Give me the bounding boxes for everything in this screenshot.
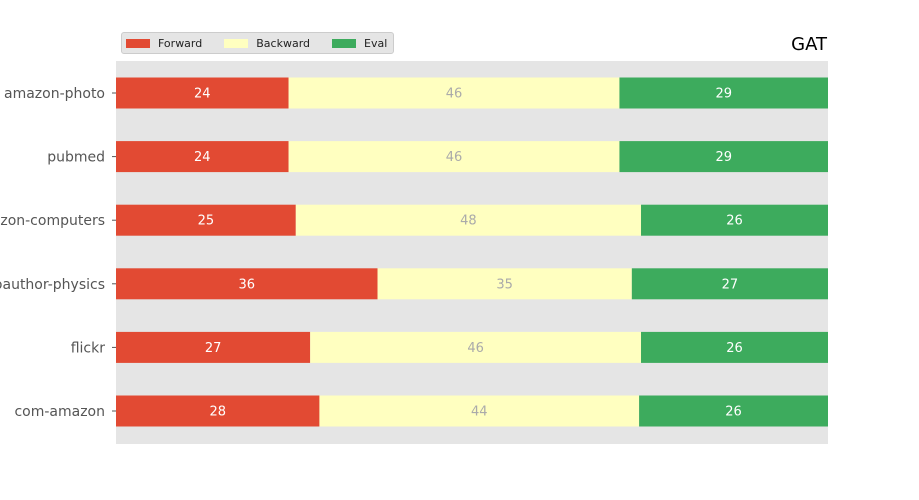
data-label-eval-flickr: 26 (726, 341, 743, 356)
bar-forward-amazon-photo (116, 77, 289, 109)
data-label-eval-com-amazon: 26 (725, 405, 742, 420)
data-label-eval-amazon-photo: 29 (715, 87, 732, 102)
y-tick-label-flickr: flickr (71, 340, 106, 356)
data-label-backward-coauthor-physics: 35 (496, 277, 513, 292)
data-label-forward-amazon-computers: 25 (198, 214, 215, 229)
bar-backward-flickr (310, 331, 642, 363)
bar-backward-coauthor-physics (377, 268, 632, 300)
y-tick-label-amazon-photo: amazon-photo (4, 86, 105, 102)
data-label-forward-amazon-photo: 24 (194, 87, 211, 102)
bar-backward-amazon-computers (295, 204, 642, 236)
y-tick-label-coauthor-physics: oauthor-physics (0, 277, 105, 293)
bar-forward-coauthor-physics (116, 268, 378, 300)
bar-backward-com-amazon (319, 395, 640, 427)
legend-item-eval: Eval (332, 37, 387, 50)
data-label-backward-amazon-computers: 48 (460, 214, 477, 229)
data-label-forward-pubmed: 24 (194, 150, 211, 165)
data-label-forward-com-amazon: 28 (209, 405, 226, 420)
bar-eval-amazon-photo (619, 77, 828, 109)
legend-swatch-forward (126, 38, 150, 48)
bar-eval-coauthor-physics (631, 268, 828, 300)
bar-eval-amazon-computers (641, 204, 828, 236)
bar-forward-com-amazon (116, 395, 320, 427)
bar-forward-amazon-computers (116, 204, 296, 236)
y-tick-label-pubmed: pubmed (47, 150, 105, 166)
bar-backward-amazon-photo (288, 77, 620, 109)
chart-legend: Forward Backward Eval (121, 32, 395, 54)
bar-forward-flickr (116, 331, 311, 363)
data-label-forward-flickr: 27 (205, 341, 222, 356)
bar-forward-pubmed (116, 141, 289, 173)
bar-backward-pubmed (288, 141, 620, 173)
bar-eval-pubmed (619, 141, 828, 173)
legend-label-backward: Backward (256, 36, 311, 50)
data-label-backward-pubmed: 46 (446, 150, 463, 165)
legend-swatch-eval (332, 38, 357, 48)
legend-label-forward: Forward (158, 36, 203, 50)
data-label-backward-amazon-photo: 46 (446, 87, 463, 102)
data-label-forward-coauthor-physics: 36 (239, 277, 256, 292)
plot-area (116, 61, 828, 444)
legend-item-backward: Backward (224, 37, 310, 50)
legend-swatch-backward (224, 38, 249, 48)
y-tick-label-amazon-computers: azon-computers (0, 213, 105, 229)
data-label-eval-pubmed: 29 (715, 150, 732, 165)
chart-title: GAT (791, 34, 827, 55)
data-label-eval-coauthor-physics: 27 (722, 277, 739, 292)
bar-eval-flickr (641, 331, 828, 363)
data-label-backward-com-amazon: 44 (471, 405, 488, 420)
data-label-eval-amazon-computers: 26 (726, 214, 743, 229)
y-tick-label-com-amazon: com-amazon (14, 404, 105, 420)
bar-eval-com-amazon (639, 395, 828, 427)
legend-label-eval: Eval (364, 36, 388, 50)
legend-item-forward: Forward (126, 37, 202, 50)
data-label-backward-flickr: 46 (467, 341, 484, 356)
